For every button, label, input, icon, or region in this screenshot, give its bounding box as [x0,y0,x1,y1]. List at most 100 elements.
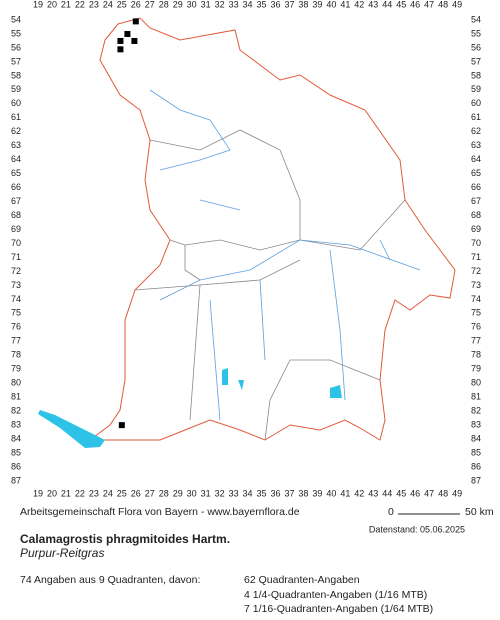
column-label: 33 [229,488,239,498]
column-label: 28 [159,0,169,9]
row-label: 80 [471,378,481,388]
row-label: 75 [11,308,21,318]
column-label: 21 [61,488,71,498]
column-label: 41 [340,488,350,498]
column-label: 45 [396,0,406,9]
column-label: 21 [61,0,71,9]
column-label: 31 [201,0,211,9]
row-label: 87 [471,475,481,485]
column-label: 44 [382,0,392,9]
column-label: 27 [145,0,155,9]
row-label: 69 [11,224,21,234]
column-label: 44 [382,488,392,498]
row-label: 62 [11,126,21,136]
column-label: 48 [438,488,448,498]
row-label: 85 [11,447,21,457]
column-label: 33 [229,0,239,9]
column-label: 26 [131,488,141,498]
scale-start: 0 [388,506,394,518]
subtitle: Purpur-Reitgras [20,546,104,560]
column-label: 24 [103,488,113,498]
row-label: 78 [471,350,481,360]
row-label: 65 [471,168,481,178]
row-label: 63 [11,140,21,150]
row-label: 72 [11,266,21,276]
stat-line: 7 1/16-Quadranten-Angaben (1/64 MTB) [244,603,433,615]
column-label: 41 [340,0,350,9]
column-label: 22 [75,488,85,498]
column-label: 25 [117,488,127,498]
title: Calamagrostis phragmitoides Hartm. [20,532,230,546]
date: Datenstand: 05.06.2025 [369,524,465,534]
row-label: 77 [471,336,481,346]
column-label: 20 [47,488,57,498]
row-label: 68 [471,210,481,220]
row-label: 68 [11,210,21,220]
lake [222,368,342,398]
lake [38,410,105,448]
column-label: 43 [368,488,378,498]
row-label: 74 [471,294,481,304]
column-label: 30 [187,488,197,498]
row-label: 74 [11,294,21,304]
row-label: 76 [471,322,481,332]
row-label: 64 [11,154,21,164]
map-base [38,17,456,448]
row-label: 78 [11,350,21,360]
row-label: 57 [11,56,21,66]
row-label: 57 [471,56,481,66]
column-label: 47 [424,488,434,498]
row-label: 86 [471,461,481,471]
row-label: 59 [11,84,21,94]
row-label: 71 [471,252,481,262]
column-label: 39 [312,0,322,9]
credit: Arbeitsgemeinschaft Flora von Bayern - w… [20,506,300,518]
row-label: 79 [11,364,21,374]
column-label: 46 [410,0,420,9]
state-border [88,17,456,441]
row-label: 83 [471,420,481,430]
summary: 74 Angaben aus 9 Quadranten, davon: [20,574,200,586]
column-label: 32 [215,488,225,498]
column-label: 29 [173,488,183,498]
column-label: 37 [284,488,294,498]
row-label: 54 [11,14,21,24]
row-label: 63 [471,140,481,150]
column-label: 37 [284,0,294,9]
row-label: 61 [471,112,481,122]
occurrence [131,37,138,44]
scale-end: 50 km [465,506,494,518]
row-label: 67 [11,196,21,206]
row-label: 71 [11,252,21,262]
occurrence [132,18,139,25]
column-label: 19 [33,0,43,9]
row-label: 59 [471,84,481,94]
row-label: 75 [471,308,481,318]
row-label: 82 [11,406,21,416]
column-label: 34 [243,0,253,9]
column-label: 40 [326,488,336,498]
column-label: 35 [257,488,267,498]
column-label: 45 [396,488,406,498]
stat-line: 62 Quadranten-Angaben [244,574,360,586]
row-label: 72 [471,266,481,276]
column-label: 42 [354,488,364,498]
column-label: 34 [243,488,253,498]
row-label: 77 [11,336,21,346]
column-label: 30 [187,0,197,9]
column-label: 38 [298,0,308,9]
column-label: 38 [298,488,308,498]
column-label: 29 [173,0,183,9]
row-label: 81 [471,392,481,402]
row-label: 84 [471,433,481,443]
column-label: 27 [145,488,155,498]
row-label: 64 [471,154,481,164]
row-label: 65 [11,168,21,178]
row-label: 61 [11,112,21,122]
row-label: 86 [11,461,21,471]
row-label: 66 [471,182,481,192]
row-label: 54 [471,14,481,24]
column-label: 49 [452,0,462,9]
column-label: 24 [103,0,113,9]
column-label: 48 [438,0,448,9]
